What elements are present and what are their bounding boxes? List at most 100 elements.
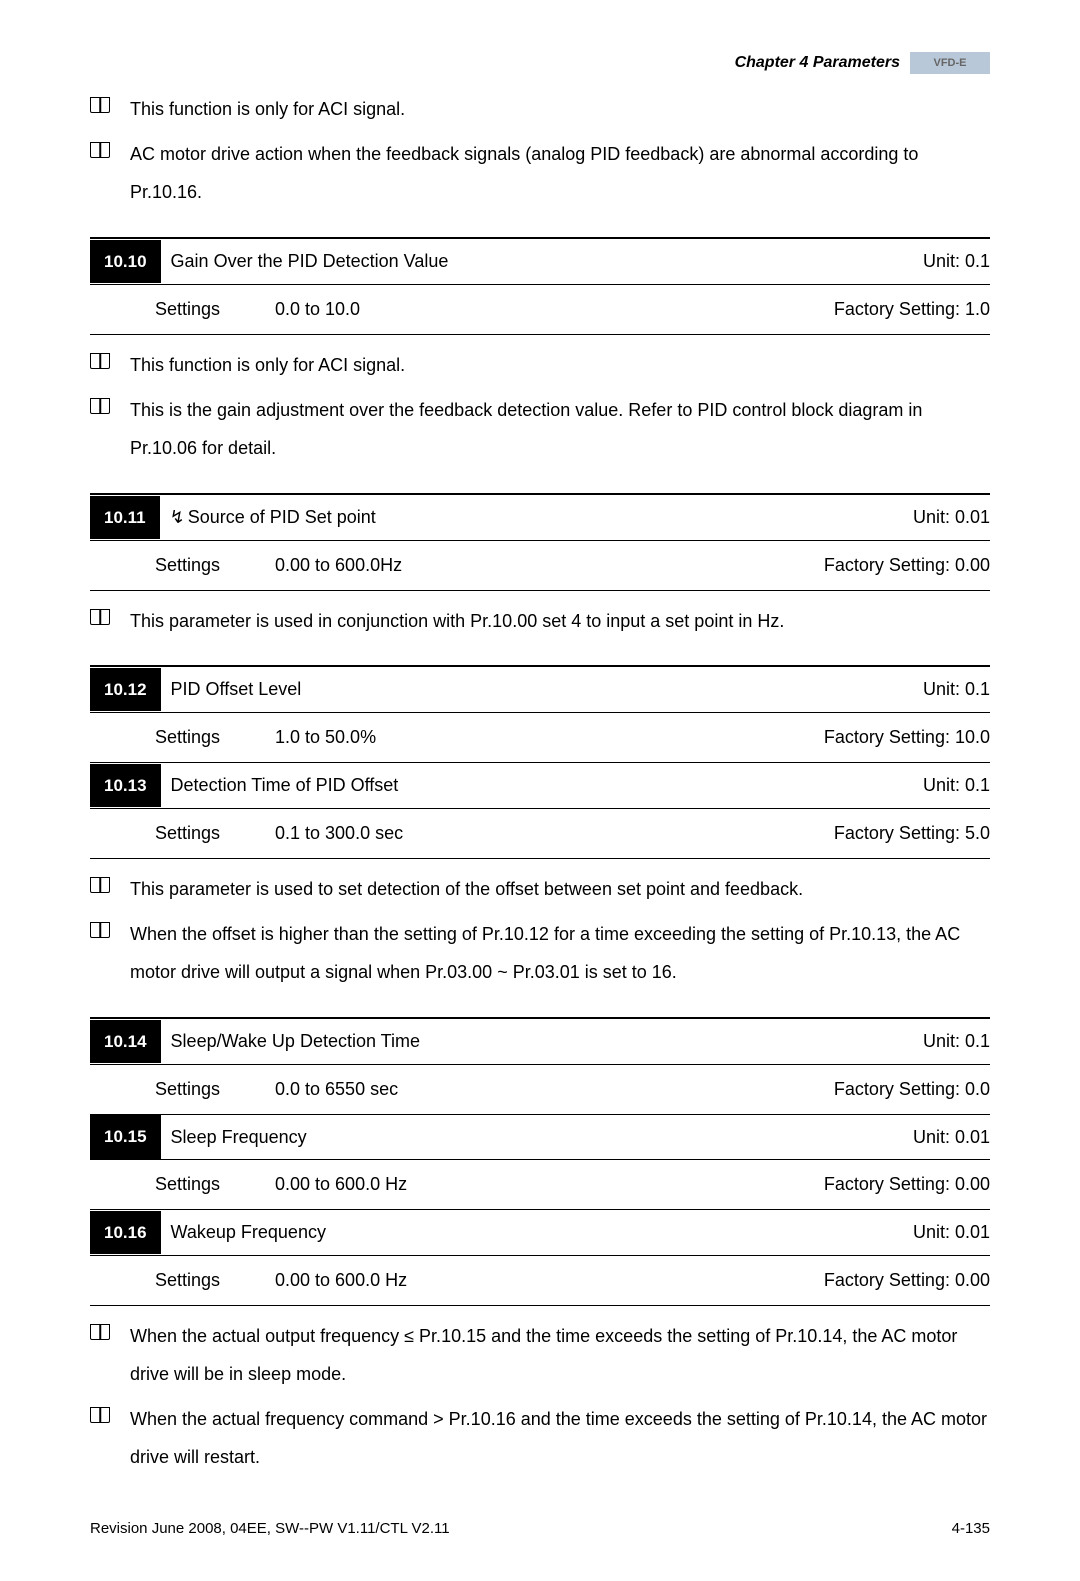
factory-setting: Factory Setting: 0.00 (824, 1266, 990, 1295)
param-unit: Unit: 0.1 (913, 1019, 990, 1064)
settings-label: Settings (90, 1170, 240, 1199)
notes-1014-1016: When the actual output frequency ≤ Pr.10… (90, 1318, 990, 1477)
note-item: This function is only for ACI signal. (90, 347, 990, 385)
param-header: 10.10 Gain Over the PID Detection Value … (90, 237, 990, 285)
note-item: AC motor drive action when the feedback … (90, 136, 990, 212)
param-settings-row: Settings 0.00 to 600.0 Hz Factory Settin… (90, 1160, 990, 1209)
page-header: Chapter 4 Parameters VFD-E (90, 50, 990, 76)
param-title: Sleep Frequency (161, 1115, 903, 1160)
settings-label: Settings (90, 1266, 240, 1295)
footer-page-number: 4-135 (952, 1517, 990, 1541)
param-unit: Unit: 0.1 (913, 763, 990, 808)
param-header: 10.12 PID Offset Level Unit: 0.1 (90, 665, 990, 713)
settings-label: Settings (90, 723, 240, 752)
book-icon (90, 916, 130, 947)
top-notes: This function is only for ACI signal. AC… (90, 91, 990, 212)
param-title: ↯Source of PID Set point (160, 495, 903, 540)
param-header: 10.13 Detection Time of PID Offset Unit:… (90, 762, 990, 809)
param-title: Wakeup Frequency (161, 1210, 903, 1255)
settings-label: Settings (90, 819, 240, 848)
param-header: 10.15 Sleep Frequency Unit: 0.01 (90, 1114, 990, 1161)
notes-1012-1013: This parameter is used to set detection … (90, 871, 990, 992)
book-icon (90, 347, 130, 378)
book-icon (90, 91, 130, 122)
book-icon (90, 871, 130, 902)
notes-1010: This function is only for ACI signal. Th… (90, 347, 990, 468)
note-text: This function is only for ACI signal. (130, 347, 990, 385)
book-icon (90, 136, 130, 167)
param-title: Gain Over the PID Detection Value (161, 239, 913, 284)
param-unit: Unit: 0.01 (903, 495, 990, 540)
note-item: When the offset is higher than the setti… (90, 916, 990, 992)
settings-range: 0.00 to 600.0 Hz (240, 1170, 824, 1199)
chapter-title: Chapter 4 Parameters (735, 50, 900, 76)
param-settings-row: Settings 0.0 to 6550 sec Factory Setting… (90, 1065, 990, 1114)
param-block-1010: 10.10 Gain Over the PID Detection Value … (90, 237, 990, 335)
note-text: When the offset is higher than the setti… (130, 916, 990, 992)
param-title: PID Offset Level (161, 667, 913, 712)
note-item: When the actual frequency command > Pr.1… (90, 1401, 990, 1477)
book-icon (90, 603, 130, 634)
settings-range: 0.00 to 600.0Hz (240, 551, 824, 580)
settings-range: 0.00 to 600.0 Hz (240, 1266, 824, 1295)
param-unit: Unit: 0.01 (903, 1210, 990, 1255)
book-icon (90, 392, 130, 423)
settings-range: 0.0 to 6550 sec (240, 1075, 834, 1104)
footer-revision: Revision June 2008, 04EE, SW--PW V1.11/C… (90, 1517, 450, 1541)
note-item: This is the gain adjustment over the fee… (90, 392, 990, 468)
factory-setting: Factory Setting: 10.0 (824, 723, 990, 752)
param-settings-row: Settings 0.0 to 10.0 Factory Setting: 1.… (90, 285, 990, 335)
settings-range: 1.0 to 50.0% (240, 723, 824, 752)
note-item: This parameter is used in conjunction wi… (90, 603, 990, 641)
note-item: This parameter is used to set detection … (90, 871, 990, 909)
note-text: AC motor drive action when the feedback … (130, 136, 990, 212)
param-settings-row: Settings 0.00 to 600.0 Hz Factory Settin… (90, 1256, 990, 1306)
param-number: 10.14 (90, 1020, 161, 1063)
param-settings-row: Settings 1.0 to 50.0% Factory Setting: 1… (90, 713, 990, 762)
settings-range: 0.0 to 10.0 (240, 295, 834, 324)
param-block-1012-1013: 10.12 PID Offset Level Unit: 0.1 Setting… (90, 665, 990, 858)
param-unit: Unit: 0.1 (913, 239, 990, 284)
param-settings-row: Settings 0.00 to 600.0Hz Factory Setting… (90, 541, 990, 591)
param-number: 10.15 (90, 1115, 161, 1158)
settings-label: Settings (90, 551, 240, 580)
settings-label: Settings (90, 295, 240, 324)
param-settings-row: Settings 0.1 to 300.0 sec Factory Settin… (90, 809, 990, 859)
factory-setting: Factory Setting: 0.00 (824, 1170, 990, 1199)
param-block-1011: 10.11 ↯Source of PID Set point Unit: 0.0… (90, 493, 990, 591)
settings-label: Settings (90, 1075, 240, 1104)
note-item: When the actual output frequency ≤ Pr.10… (90, 1318, 990, 1394)
param-unit: Unit: 0.01 (903, 1115, 990, 1160)
factory-setting: Factory Setting: 1.0 (834, 295, 990, 324)
page-footer: Revision June 2008, 04EE, SW--PW V1.11/C… (90, 1517, 990, 1541)
notes-1011: This parameter is used in conjunction wi… (90, 603, 990, 641)
factory-setting: Factory Setting: 0.00 (824, 551, 990, 580)
note-text: This parameter is used to set detection … (130, 871, 990, 909)
param-header: 10.16 Wakeup Frequency Unit: 0.01 (90, 1209, 990, 1256)
factory-setting: Factory Setting: 5.0 (834, 819, 990, 848)
param-number: 10.12 (90, 668, 161, 711)
factory-setting: Factory Setting: 0.0 (834, 1075, 990, 1104)
book-icon (90, 1318, 130, 1349)
note-text: This function is only for ACI signal. (130, 91, 990, 129)
note-text: This is the gain adjustment over the fee… (130, 392, 990, 468)
book-icon (90, 1401, 130, 1432)
param-unit: Unit: 0.1 (913, 667, 990, 712)
brand-logo: VFD-E (910, 52, 990, 74)
note-text: When the actual output frequency ≤ Pr.10… (130, 1318, 990, 1394)
param-title-text: Source of PID Set point (188, 507, 376, 527)
param-title: Detection Time of PID Offset (161, 763, 913, 808)
param-block-1014-1016: 10.14 Sleep/Wake Up Detection Time Unit:… (90, 1017, 990, 1306)
note-text: When the actual frequency command > Pr.1… (130, 1401, 990, 1477)
param-number: 10.11 (90, 496, 160, 539)
settings-range: 0.1 to 300.0 sec (240, 819, 834, 848)
param-number: 10.13 (90, 764, 161, 807)
param-header: 10.14 Sleep/Wake Up Detection Time Unit:… (90, 1017, 990, 1065)
param-number: 10.16 (90, 1211, 161, 1254)
note-item: This function is only for ACI signal. (90, 91, 990, 129)
param-header: 10.11 ↯Source of PID Set point Unit: 0.0… (90, 493, 990, 541)
param-number: 10.10 (90, 240, 161, 283)
lightning-icon: ↯ (170, 503, 185, 532)
note-text: This parameter is used in conjunction wi… (130, 603, 990, 641)
param-title: Sleep/Wake Up Detection Time (161, 1019, 913, 1064)
